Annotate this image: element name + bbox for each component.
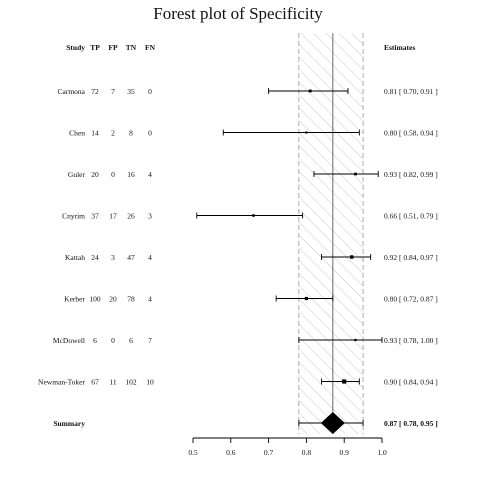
study-fn: 7: [148, 336, 152, 345]
study-row: Newman-Toker 67 11 102 10 0.90 [ 0.84, 0.94 ]: [38, 378, 438, 387]
study-fp: 3: [111, 253, 115, 262]
study-name: Newman-Toker: [38, 378, 85, 387]
study-tp: 24: [91, 253, 99, 262]
study-estimate-label: 0.80 [ 0.72, 0.87 ]: [384, 295, 438, 304]
study-row: Chen 14 2 8 0 0.80 [ 0.58, 0.94 ]: [69, 129, 438, 138]
study-name: Chen: [69, 129, 85, 138]
x-axis-tick-label: 0.8: [302, 448, 312, 457]
summary-ci-band: [298, 33, 364, 434]
study-point-estimate: [252, 214, 255, 217]
study-estimate-label: 0.90 [ 0.84, 0.94 ]: [384, 378, 438, 387]
study-fp: 20: [109, 295, 117, 304]
header-tn: TN: [126, 43, 137, 52]
column-headers: Study TP FP TN FN Estimates: [66, 43, 415, 52]
study-tp: 72: [91, 87, 99, 96]
study-fp: 7: [111, 87, 115, 96]
study-point-estimate: [354, 172, 357, 176]
study-fp: 0: [111, 170, 115, 179]
study-estimate-label: 0.93 [ 0.82, 0.99 ]: [384, 170, 438, 179]
summary-estimate-label: 0.87 [ 0.78, 0.95 ]: [384, 419, 438, 428]
study-tp: 6: [93, 336, 97, 345]
summary-diamond: [320, 412, 345, 434]
study-tn: 102: [125, 378, 137, 387]
x-axis-tick-label: 0.5: [188, 448, 198, 457]
study-tn: 35: [127, 87, 135, 96]
study-name: Guler: [68, 170, 86, 179]
study-point-estimate: [305, 131, 308, 134]
summary-ci-hatch: [298, 33, 364, 434]
x-axis: 0.5 0.6 0.7 0.8 0.9 1.0: [188, 437, 387, 457]
study-tn: 6: [129, 336, 133, 345]
study-tp: 14: [91, 129, 99, 138]
study-tn: 8: [129, 129, 133, 138]
header-fp: FP: [108, 43, 118, 52]
study-tp: 100: [89, 295, 101, 304]
x-axis-tick-label: 0.6: [226, 448, 236, 457]
study-name: Kattah: [65, 253, 85, 262]
study-fn: 3: [148, 212, 152, 221]
study-name: Kerber: [64, 295, 85, 304]
study-fp: 0: [111, 336, 115, 345]
study-fn: 0: [148, 87, 152, 96]
header-study: Study: [66, 43, 85, 52]
study-fn: 4: [148, 253, 152, 262]
study-estimate-label: 0.81 [ 0.70, 0.91 ]: [384, 87, 438, 96]
study-name: McDowell: [53, 336, 85, 345]
x-axis-tick-label: 0.9: [340, 448, 350, 457]
study-tn: 26: [127, 212, 135, 221]
summary-row: Summary 0.87 [ 0.78, 0.95 ]: [53, 412, 438, 434]
chart-title: Forest plot of Specificity: [153, 4, 323, 23]
study-row: Cnyrim 37 17 26 3 0.66 [ 0.51, 0.79 ]: [62, 212, 438, 221]
study-point-estimate: [354, 338, 357, 342]
study-point-estimate: [342, 379, 347, 384]
study-fn: 0: [148, 129, 152, 138]
summary-name: Summary: [53, 419, 85, 428]
header-fn: FN: [145, 43, 156, 52]
study-fp: 17: [109, 212, 117, 221]
study-name: Cnyrim: [62, 212, 85, 221]
header-estimates: Estimates: [384, 43, 415, 52]
study-fp: 2: [111, 129, 115, 138]
header-tp: TP: [90, 43, 100, 52]
study-estimate-label: 0.80 [ 0.58, 0.94 ]: [384, 129, 438, 138]
study-row: Kerber 100 20 78 4 0.80 [ 0.72, 0.87 ]: [64, 295, 438, 304]
study-tp: 67: [91, 378, 99, 387]
study-point-estimate: [304, 296, 309, 301]
study-tp: 20: [91, 170, 99, 179]
study-tn: 16: [127, 170, 135, 179]
study-name: Carmona: [58, 87, 86, 96]
study-tp: 37: [91, 212, 99, 221]
study-row: Kattah 24 3 47 4 0.92 [ 0.84, 0.97 ]: [65, 253, 438, 262]
study-row: McDowell 6 0 6 7 0.93 [ 0.78, 1.00 ]: [53, 336, 438, 345]
study-tn: 78: [127, 295, 135, 304]
study-fp: 11: [109, 378, 116, 387]
study-point-estimate: [350, 255, 354, 259]
study-fn: 4: [148, 295, 152, 304]
study-tn: 47: [127, 253, 135, 262]
study-estimate-label: 0.93 [ 0.78, 1.00 ]: [384, 336, 438, 345]
study-fn: 4: [148, 170, 152, 179]
x-axis-tick-label: 1.0: [377, 448, 387, 457]
study-point-estimate: [308, 89, 312, 93]
study-row: Carmona 72 7 35 0 0.81 [ 0.70, 0.91 ]: [58, 87, 438, 96]
study-estimate-label: 0.66 [ 0.51, 0.79 ]: [384, 212, 438, 221]
study-fn: 10: [146, 378, 154, 387]
study-rows: Carmona 72 7 35 0 0.81 [ 0.70, 0.91 ] Chen 14 2 8…: [38, 87, 438, 387]
study-estimate-label: 0.92 [ 0.84, 0.97 ]: [384, 253, 438, 262]
x-axis-tick-label: 0.7: [264, 448, 274, 457]
study-row: Guler 20 0 16 4 0.93 [ 0.82, 0.99 ]: [68, 170, 438, 179]
